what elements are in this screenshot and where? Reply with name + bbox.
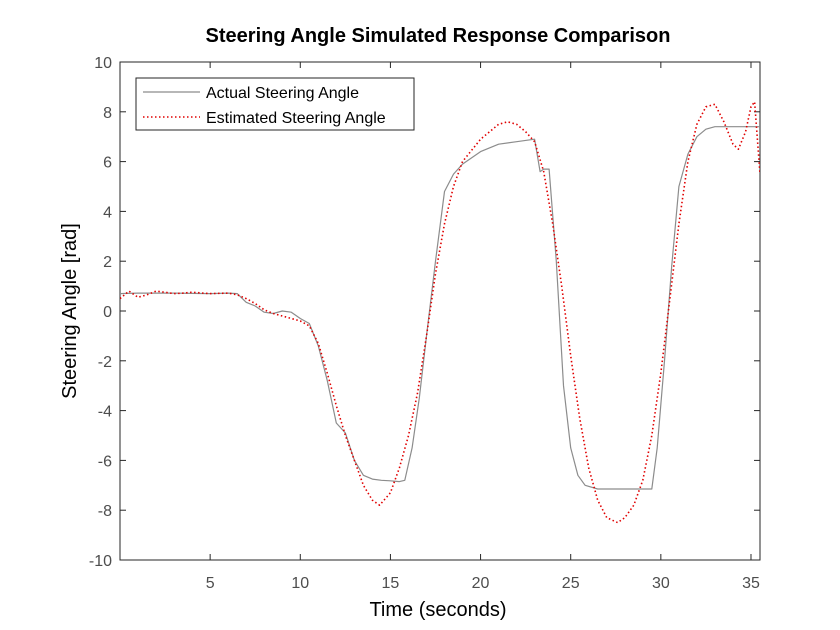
y-tick-label: -6: [98, 453, 112, 470]
x-tick-label: 15: [382, 575, 400, 592]
chart-title: Steering Angle Simulated Response Compar…: [206, 25, 671, 47]
legend: Actual Steering Angle Estimated Steering…: [135, 77, 415, 131]
y-axis-label: Steering Angle [rad]: [59, 223, 81, 399]
y-tick-label: -10: [89, 553, 112, 570]
legend-label-actual: Actual Steering Angle: [206, 85, 359, 102]
series-layer: [120, 101, 760, 524]
x-tick-label: 30: [652, 575, 670, 592]
y-axis-ticks: -10 -8 -6 -4 -2 0 2 4 6 8 10: [89, 55, 760, 570]
y-tick-label: 4: [103, 204, 112, 221]
plot-frame: [119, 61, 761, 561]
series-line-estimated: [120, 101, 760, 524]
y-tick-label: 8: [103, 105, 112, 122]
x-tick-label: 35: [742, 575, 760, 592]
y-tick-label: 2: [103, 254, 112, 271]
y-tick-label: 6: [103, 155, 112, 172]
legend-box: [135, 77, 415, 131]
x-tick-label: 20: [472, 575, 490, 592]
y-tick-label: -4: [98, 404, 112, 421]
plot-area: 5 10 15 20 25 30 35 -10 -8 -6 -4 -2 0 2 4 6 8 10: [89, 55, 761, 592]
y-tick-label: 0: [103, 304, 112, 321]
x-tick-label: 10: [291, 575, 309, 592]
y-tick-label: -8: [98, 503, 112, 520]
x-tick-label: 5: [206, 575, 215, 592]
y-tick-label: -2: [98, 354, 112, 371]
x-tick-label: 25: [562, 575, 580, 592]
legend-label-estimated: Estimated Steering Angle: [206, 110, 386, 127]
series-line-actual: [120, 126, 760, 490]
y-tick-label: 10: [94, 55, 112, 72]
x-axis-label: Time (seconds): [369, 599, 506, 621]
x-axis-ticks: 5 10 15 20 25 30 35: [206, 62, 760, 592]
